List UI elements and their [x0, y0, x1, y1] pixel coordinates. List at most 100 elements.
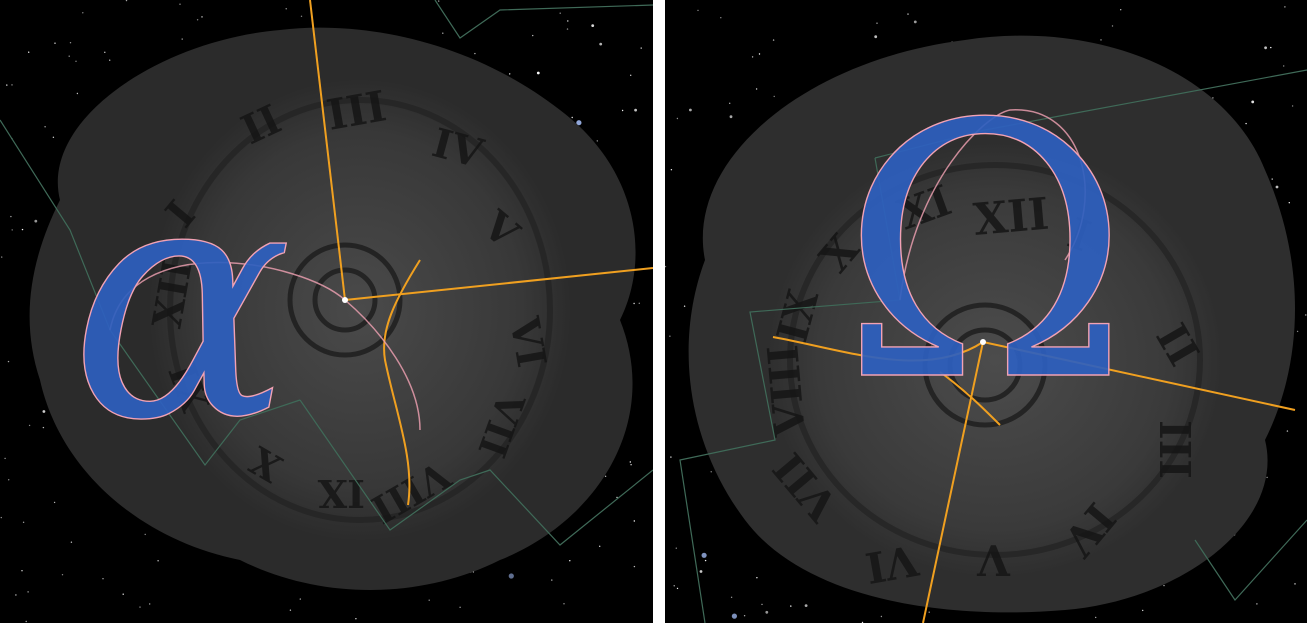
clock-numeral: III: [1150, 420, 1199, 479]
clock-face: [150, 80, 570, 540]
star: [181, 38, 183, 40]
meridian-lines: [309, 0, 653, 506]
star: [683, 305, 686, 307]
star: [21, 570, 23, 572]
star: [761, 603, 763, 606]
meridian-lines: [772, 336, 1296, 623]
star: [1275, 185, 1279, 189]
star: [53, 501, 56, 504]
left-sky-panel: III II IV I V XII VI XI VII X VIII IX: [0, 0, 653, 623]
star: [508, 573, 514, 579]
star: [670, 169, 673, 171]
star: [355, 618, 357, 620]
star: [1264, 46, 1267, 50]
star: [42, 410, 46, 413]
clock-numeral: VI: [500, 313, 555, 371]
star: [1296, 330, 1299, 333]
star: [70, 541, 73, 543]
star: [731, 613, 737, 619]
star: [673, 585, 675, 587]
star: [1100, 39, 1102, 41]
star: [4, 457, 6, 460]
center-star: [342, 297, 348, 303]
star: [633, 565, 636, 568]
star: [11, 229, 13, 231]
clock-numeral: VI: [862, 535, 923, 592]
clock-center-ornament: [922, 302, 1048, 428]
star: [15, 594, 17, 596]
star: [629, 461, 631, 463]
star: [675, 547, 677, 549]
star: [1283, 65, 1285, 67]
clock-numeral: IX: [317, 471, 365, 516]
star: [28, 424, 31, 427]
star: [1142, 609, 1144, 612]
star: [633, 520, 635, 522]
star: [28, 51, 30, 53]
star: [1271, 178, 1273, 180]
star: [139, 606, 141, 608]
star: [442, 32, 444, 34]
star: [720, 17, 722, 19]
star: [459, 606, 461, 608]
star: [536, 71, 540, 75]
star: [1286, 430, 1289, 432]
constellation-boundaries: [0, 0, 653, 546]
star: [54, 42, 56, 44]
star: [7, 360, 10, 363]
star: [743, 615, 746, 617]
clock-numeral: III: [323, 81, 390, 139]
star: [729, 102, 731, 105]
star: [8, 479, 10, 481]
star: [144, 533, 146, 536]
star: [1294, 583, 1296, 585]
star: [532, 34, 534, 37]
star: [1284, 6, 1286, 8]
star: [21, 228, 24, 231]
star: [61, 574, 64, 576]
star: [1245, 122, 1247, 125]
star: [1111, 25, 1114, 27]
left-sky-view: III II IV I V XII VI XI VII X VIII IX: [0, 0, 653, 623]
star: [790, 605, 792, 607]
star: [755, 88, 758, 90]
star: [638, 302, 640, 304]
star: [907, 13, 909, 15]
star: [69, 42, 72, 44]
star: [75, 60, 77, 62]
star: [616, 496, 618, 499]
star: [1270, 46, 1272, 49]
star: [604, 475, 607, 477]
star: [676, 587, 679, 590]
star: [122, 593, 124, 595]
star: [109, 59, 111, 61]
star: [699, 570, 703, 573]
star: [670, 456, 672, 458]
clock-face: [765, 140, 1225, 580]
star: [630, 74, 632, 77]
clock-case: [688, 35, 1295, 613]
star: [0, 516, 3, 519]
star: [149, 603, 151, 605]
star: [1266, 476, 1268, 479]
star: [665, 265, 667, 268]
star: [1095, 616, 1097, 619]
star: [34, 219, 38, 223]
star: [44, 126, 46, 128]
star: [68, 55, 70, 57]
star: [669, 335, 671, 337]
star: [6, 84, 8, 86]
star: [22, 521, 25, 523]
ecliptic-curve: [899, 109, 1086, 301]
star: [474, 52, 476, 55]
star: [1, 256, 3, 258]
star: [82, 12, 84, 14]
star: [729, 115, 733, 119]
star: [196, 19, 199, 21]
star: [563, 603, 565, 605]
constellation-boundaries: [679, 69, 1307, 623]
star: [52, 136, 55, 138]
star: [1288, 202, 1290, 204]
star: [621, 109, 624, 112]
star: [102, 578, 104, 580]
